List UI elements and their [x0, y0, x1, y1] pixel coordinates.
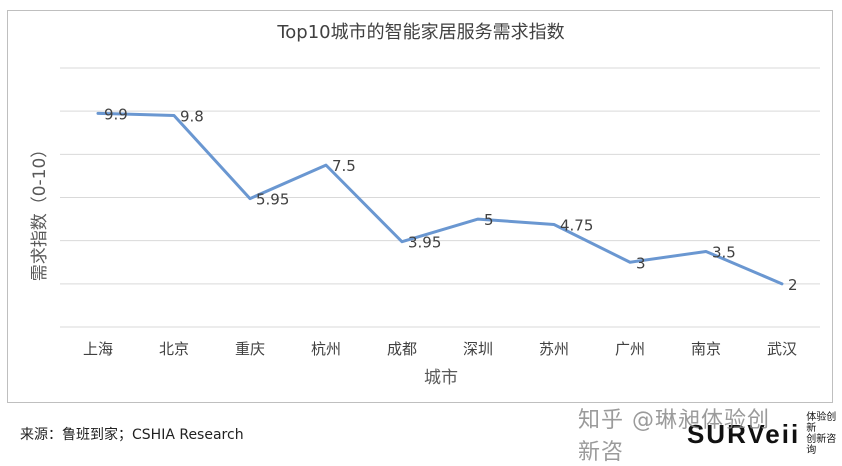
data-label: 9.8	[180, 107, 204, 125]
source-note: 来源：鲁班到家；CSHIA Research	[20, 427, 244, 443]
x-tick-label: 北京	[159, 340, 189, 358]
watermark-text: 知乎 @琳昶体验创新咨	[578, 408, 770, 465]
y-axis-title: 需求指数（0-10）	[30, 141, 50, 282]
data-label: 9.9	[104, 105, 128, 123]
x-axis-title: 城市	[424, 368, 458, 388]
data-labels: 9.9 9.8 5.95 7.5 3.95 5 4.75 3 3.5 2	[104, 105, 798, 294]
watermark-brand: SURVeii	[686, 418, 801, 449]
x-tick-label: 杭州	[311, 340, 341, 358]
data-label: 3.95	[408, 234, 441, 252]
data-label: 3.5	[712, 243, 736, 261]
x-tick-label: 深圳	[463, 340, 493, 358]
x-tick-label: 成都	[387, 340, 417, 358]
watermark-sub-line1: 体验创新	[806, 412, 837, 434]
data-label: 4.75	[560, 216, 593, 234]
watermark-sub: 体验创新 创新咨询	[806, 412, 840, 456]
x-axis-ticks: 上海 北京 重庆 杭州 成都 深圳 苏州 广州 南京 武汉	[83, 340, 797, 358]
x-tick-label: 南京	[691, 340, 721, 358]
data-label: 5.95	[256, 191, 289, 209]
series-line	[96, 111, 784, 286]
x-tick-label: 重庆	[235, 340, 265, 358]
gridlines	[60, 67, 820, 328]
x-tick-label: 上海	[83, 340, 113, 358]
data-label: 5	[484, 211, 494, 229]
data-label: 2	[788, 276, 798, 294]
x-tick-label: 广州	[615, 340, 645, 358]
data-label: 3	[636, 254, 646, 272]
x-tick-label: 武汉	[767, 340, 797, 358]
chart-title: Top10城市的智能家居服务需求指数	[276, 22, 564, 43]
data-label: 7.5	[332, 157, 356, 175]
line-chart: Top10城市的智能家居服务需求指数 9.9 9.8 5.95 7.5 3.95 5 4.7…	[30, 22, 820, 388]
watermark-sub-line2: 创新咨询	[806, 434, 837, 456]
chart-frame: Top10城市的智能家居服务需求指数 9.9 9.8 5.95 7.5 3.95 5 4.7…	[7, 10, 833, 403]
watermark: 知乎 @琳昶体验创新咨 SURVeii 体验创新 创新咨询	[578, 408, 840, 465]
x-tick-label: 苏州	[539, 340, 569, 358]
